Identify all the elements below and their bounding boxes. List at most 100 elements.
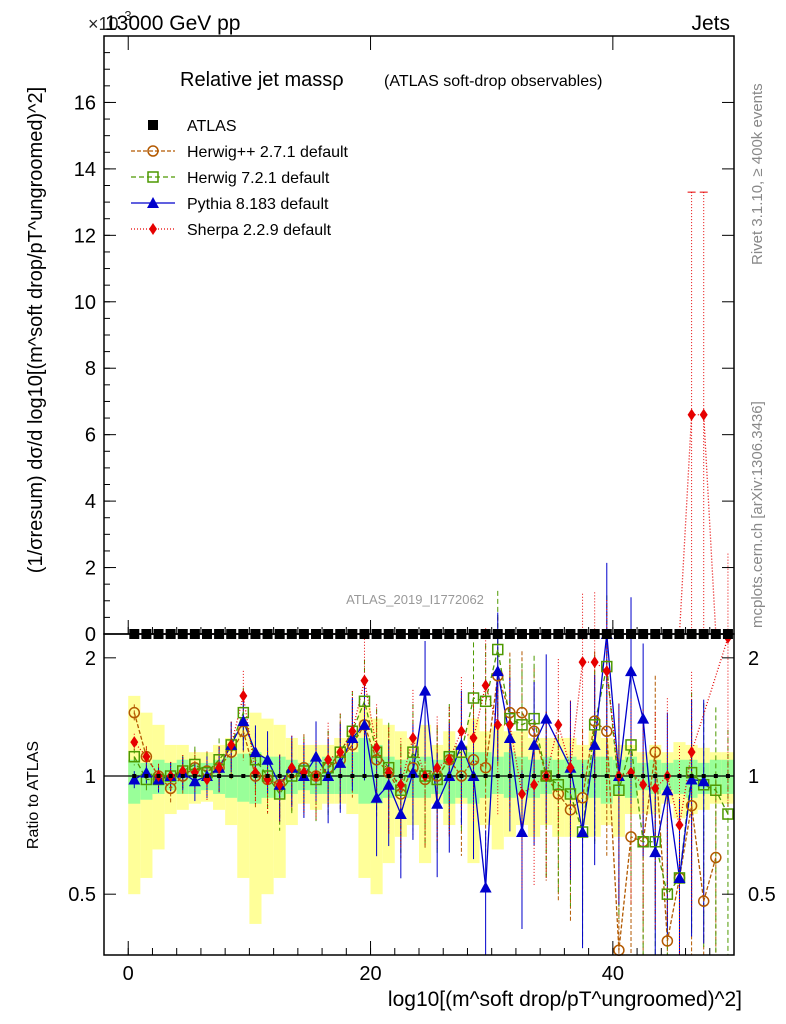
ratio-point-circle [697, 895, 710, 907]
atlas-ratio-point [410, 774, 415, 779]
ratio-point-circle [516, 706, 528, 719]
atlas-ratio-point [362, 774, 367, 779]
ratio-point-square-open [479, 695, 492, 708]
ratio-point-triangle [358, 718, 371, 730]
atlas-ratio-point [241, 774, 246, 779]
ratio-y-tick-label-right: 1 [748, 766, 759, 788]
ratio-point-diamond [457, 725, 466, 738]
atlas-ratio-point [495, 774, 500, 779]
ratio-point-triangle [431, 797, 444, 809]
chart-subtitle: (ATLAS soft-drop observables) [384, 73, 602, 90]
atlas-ratio-point [192, 774, 197, 779]
main-y-tick-label: 4 [85, 491, 96, 513]
ratio-point-triangle [588, 738, 601, 750]
main-y-tick-label: 16 [74, 92, 96, 114]
ratio-point-triangle [406, 766, 419, 778]
legend-marker-square [148, 120, 158, 130]
atlas-ratio-point [204, 774, 209, 779]
ratio-point-triangle [394, 808, 407, 820]
ratio-point-circle [528, 725, 540, 738]
main-y-tick-label: 6 [85, 425, 96, 447]
ratio-point-diamond [324, 753, 333, 766]
ratio-point-diamond [566, 761, 575, 774]
ratio-point-circle [128, 706, 141, 719]
atlas-ratio-point [604, 774, 609, 779]
y-axis-label: (1/σresum) dσ/d log10[(m^soft drop/pT^un… [25, 87, 47, 573]
ratio-point-triangle [528, 738, 541, 750]
ratio-point-diamond [408, 731, 417, 744]
ratio-point-diamond [530, 778, 539, 791]
ratio-y-tick-label-right: 2 [748, 648, 759, 670]
ratio-point-diamond [372, 741, 381, 754]
main-point-diamond [687, 408, 696, 421]
ratio-point-diamond [602, 665, 611, 678]
atlas-ratio-point [338, 774, 343, 779]
ratio-point-triangle [697, 775, 710, 787]
ratio-point-diamond [178, 764, 187, 777]
legend-marker-square-open [147, 171, 159, 183]
atlas-ratio-point [592, 774, 597, 779]
ratio-point-diamond [215, 761, 224, 774]
atlas-ratio-point [677, 774, 682, 779]
atlas-ratio-point [616, 774, 621, 779]
main-y-tick-label: 2 [85, 558, 96, 580]
ratio-point-square-open [613, 784, 625, 796]
atlas-ratio-point [532, 774, 537, 779]
atlas-ratio-point [459, 774, 464, 779]
ratio-point-triangle [140, 766, 153, 778]
legend-marker-triangle [147, 197, 159, 208]
ratio-point-diamond [578, 656, 587, 669]
ratio-point-diamond [287, 761, 296, 774]
ratio-point-triangle [382, 778, 395, 790]
atlas-ratio-point [447, 774, 452, 779]
mcplots-label: mcplots.cern.ch [arXiv:1306.3436] [749, 401, 766, 628]
atlas-ratio-point [653, 774, 658, 779]
ratio-point-square-open [564, 788, 577, 800]
ratio-point-diamond [590, 656, 599, 669]
ratio-point-circle [661, 935, 674, 947]
ratio-point-circle [576, 792, 589, 804]
ratio-point-square-open [661, 888, 674, 900]
ratio-point-triangle [419, 684, 432, 696]
atlas-ratio-point [386, 774, 391, 779]
legend-label: Herwig 7.2.1 default [187, 170, 330, 187]
watermark: ATLAS_2019_I1772062 [346, 592, 484, 607]
ratio-point-circle [552, 788, 565, 800]
ratio-point-diamond [505, 718, 514, 731]
ratio-point-square-open [516, 719, 528, 731]
ratio-point-circle [685, 799, 698, 812]
main-y-tick-label: 14 [74, 159, 96, 181]
ratio-point-triangle [310, 750, 323, 762]
ratio-point-square-open [128, 750, 141, 763]
atlas-ratio-point [665, 774, 670, 779]
ratio-point-triangle [370, 791, 383, 803]
main-point-diamond [699, 408, 708, 421]
ratio-point-square-open [710, 784, 722, 796]
atlas-ratio-point [326, 774, 331, 779]
category-label: Jets [691, 12, 730, 35]
ratio-point-circle [710, 851, 722, 864]
legend-marker-diamond [149, 223, 157, 235]
atlas-ratio-point [374, 774, 379, 779]
ratio-point-triangle [237, 715, 250, 727]
ratio-point-circle [479, 761, 492, 774]
ratio-point-diamond [130, 736, 139, 749]
ratio-point-circle [625, 831, 637, 843]
ratio-point-triangle [479, 881, 492, 893]
ratio-point-triangle [649, 846, 662, 858]
ratio-point-square-open [528, 712, 540, 725]
atlas-ratio-point [701, 774, 706, 779]
ratio-point-diamond [651, 782, 660, 795]
ratio-point-diamond [687, 746, 696, 759]
ratio-point-circle [467, 754, 480, 766]
atlas-ratio-point [168, 774, 173, 779]
legend-label: Sherpa 2.2.9 default [187, 222, 332, 239]
atlas-ratio-point [580, 774, 585, 779]
legend-marker-circle [147, 145, 159, 157]
atlas-ratio-point [507, 774, 512, 779]
exponent-label: ×10 [88, 14, 119, 34]
ratio-point-square-open [722, 808, 734, 820]
ratio-y-tick-label: 0.5 [68, 884, 96, 906]
atlas-ratio-point [132, 774, 137, 779]
